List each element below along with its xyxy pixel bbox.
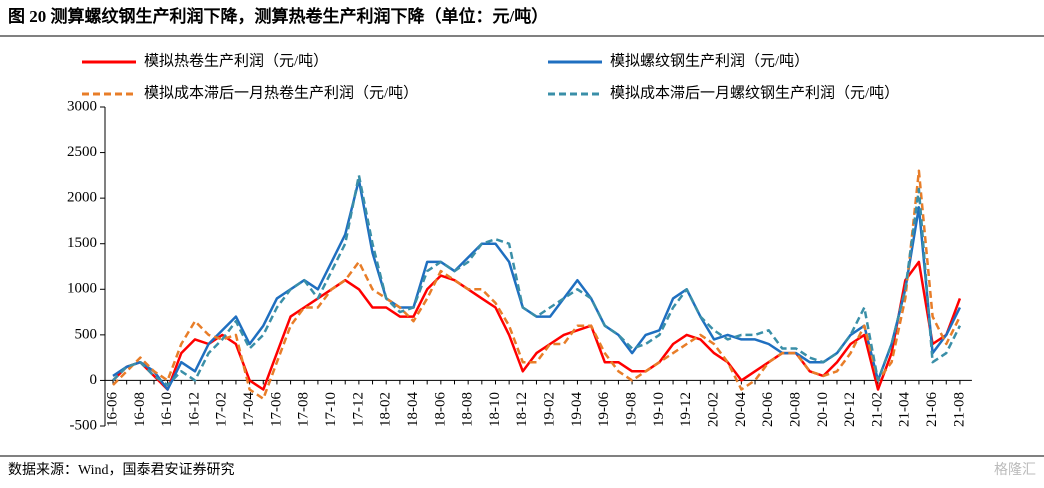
x-tick-label: 16-10 [159, 392, 175, 427]
y-tick-label: 2000 [67, 190, 97, 206]
legend-label: 模拟成本滞后一月螺纹钢生产利润（元/吨） [610, 84, 899, 101]
x-tick-label: 19-08 [624, 392, 640, 427]
x-tick-label: 17-08 [296, 392, 312, 427]
x-tick-label: 16-12 [186, 392, 202, 427]
x-tick-label: 17-04 [241, 392, 257, 427]
x-tick-label: 21-02 [869, 392, 885, 427]
series-line [112, 178, 962, 391]
x-tick-label: 21-04 [897, 392, 913, 427]
x-tick-label: 18-08 [460, 392, 476, 427]
y-tick-label: 2500 [67, 144, 97, 160]
x-tick-label: 20-08 [787, 392, 803, 427]
y-tick-label: 1500 [67, 235, 97, 251]
x-tick-label: 18-10 [487, 392, 503, 427]
y-tick-label: 3000 [67, 98, 97, 114]
x-tick-label: 16-08 [132, 392, 148, 427]
x-tick-label: 20-06 [760, 392, 776, 427]
x-tick-label: 21-08 [951, 392, 967, 427]
y-tick-label: -500 [70, 417, 98, 433]
x-tick-label: 18-12 [514, 392, 530, 427]
legend-label: 模拟成本滞后一月热卷生产利润（元/吨） [144, 84, 418, 101]
x-tick-label: 19-06 [596, 392, 612, 427]
x-tick-label: 18-06 [432, 392, 448, 427]
x-tick-label: 17-10 [323, 392, 339, 427]
series-line [112, 169, 962, 400]
chart-title: 图 20 测算螺纹钢生产利润下降，测算热卷生产利润下降（单位：元/吨） [8, 6, 548, 26]
x-tick-label: 19-12 [678, 392, 694, 427]
x-tick-label: 19-04 [569, 392, 585, 427]
legend-label: 模拟热卷生产利润（元/吨） [144, 52, 328, 69]
x-tick-label: 20-10 [815, 392, 831, 427]
y-tick-label: 500 [75, 326, 98, 342]
legend-label: 模拟螺纹钢生产利润（元/吨） [610, 52, 809, 69]
x-tick-label: 17-12 [350, 392, 366, 427]
x-tick-label: 20-12 [842, 392, 858, 427]
source: 数据来源：Wind，国泰君安证券研究 [8, 462, 235, 478]
series-line [112, 174, 962, 387]
x-tick-label: 18-04 [405, 392, 421, 427]
y-tick-label: 0 [90, 372, 98, 388]
x-tick-label: 16-06 [104, 392, 120, 427]
x-tick-label: 19-02 [542, 392, 558, 427]
x-tick-label: 21-06 [924, 392, 940, 427]
series-line [112, 260, 962, 391]
x-tick-label: 19-10 [651, 392, 667, 427]
x-tick-label: 20-02 [705, 392, 721, 427]
x-tick-label: 18-02 [378, 392, 394, 427]
x-tick-label: 17-06 [268, 392, 284, 427]
y-tick-label: 1000 [67, 281, 97, 297]
x-tick-label: 20-04 [733, 392, 749, 427]
x-tick-label: 17-02 [214, 392, 230, 427]
watermark: 格隆汇 [994, 462, 1036, 478]
